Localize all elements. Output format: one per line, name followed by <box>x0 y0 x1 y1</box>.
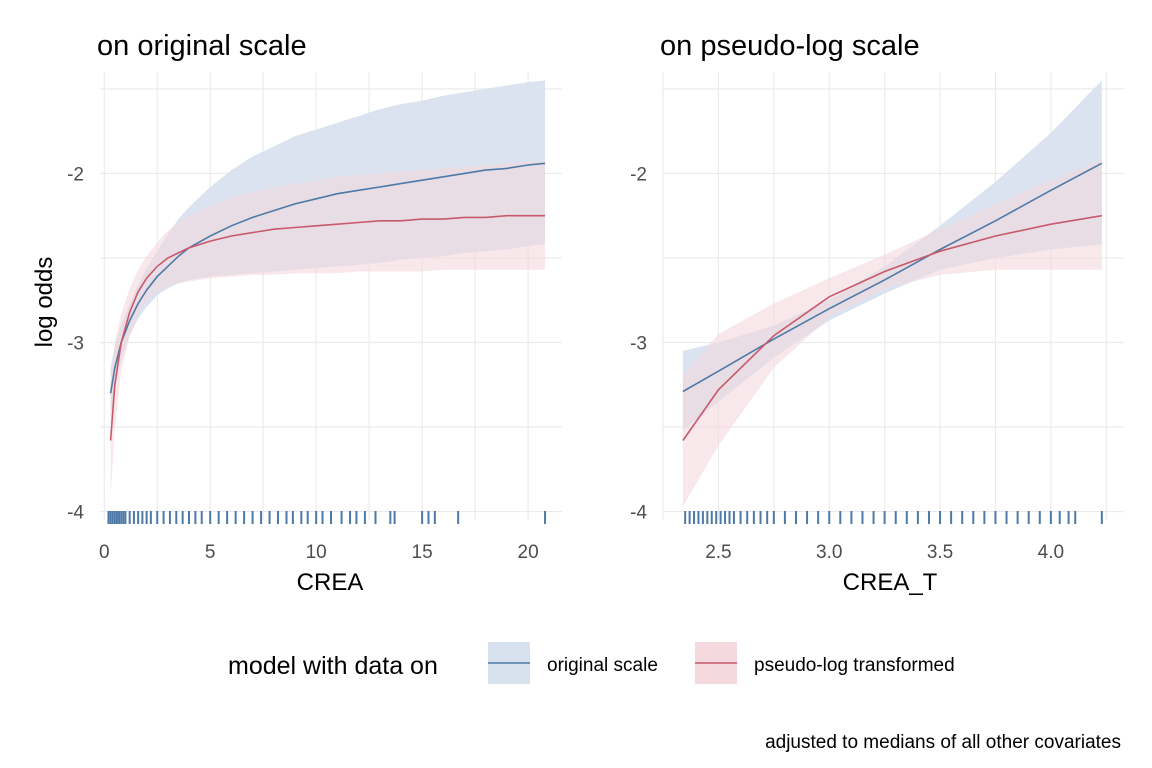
gridlines <box>662 72 1124 520</box>
y-tick-label: -3 <box>630 333 647 354</box>
confidence-band-pseudo-log-transformed <box>682 159 1102 507</box>
y-axis-label: log odds <box>31 257 58 348</box>
y-tick-label: -2 <box>67 164 84 185</box>
legend-entry-original-scale: original scale <box>488 642 658 684</box>
x-tick-label: 0 <box>99 542 110 563</box>
panel-original-scale: on original scale -4 -3 -2 0 5 10 15 20 CREA l… <box>31 30 562 596</box>
legend-label-original-scale: original scale <box>547 655 658 676</box>
series-line-pseudo-log-transformed <box>682 214 1102 441</box>
legend-label-pseudo-log-transformed: pseudo-log transformed <box>754 655 955 676</box>
confidence-bands <box>110 80 545 500</box>
x-tick-labels: 2.5 3.0 3.5 4.0 <box>705 542 1064 563</box>
y-tick-labels: -4 -3 -2 <box>67 164 84 523</box>
confidence-band-pseudo-log-transformed <box>110 161 545 500</box>
x-tick-label: 3.0 <box>816 542 842 563</box>
confidence-bands <box>682 80 1102 507</box>
series-line-original-scale <box>682 162 1103 393</box>
x-tick-label: 5 <box>205 542 216 563</box>
x-tick-label: 2.5 <box>705 542 731 563</box>
rug-marks <box>684 511 1103 524</box>
series-lines <box>682 162 1103 441</box>
x-axis-label: CREA_T <box>843 569 938 596</box>
x-tick-label: 10 <box>306 542 327 563</box>
y-tick-label: -4 <box>67 503 84 524</box>
series-line-pseudo-log-transformed <box>109 214 545 441</box>
series-line-original-scale <box>109 162 546 394</box>
legend: model with data on original scale pseudo… <box>228 642 955 684</box>
legend-entry-pseudo-log-transformed: pseudo-log transformed <box>695 642 955 684</box>
x-tick-label: 4.0 <box>1038 542 1064 563</box>
series-lines <box>109 162 546 441</box>
y-tick-label: -4 <box>630 503 647 524</box>
panel-title: on pseudo-log scale <box>660 30 920 62</box>
y-tick-label: -2 <box>630 164 647 185</box>
x-tick-labels: 0 5 10 15 20 <box>99 542 539 563</box>
y-tick-labels: -4 -3 -2 <box>630 164 647 523</box>
panel-title: on original scale <box>97 30 307 62</box>
x-axis-label: CREA <box>297 569 364 596</box>
x-tick-label: 3.5 <box>927 542 953 563</box>
x-tick-label: 20 <box>518 542 539 563</box>
panel-pseudo-log-scale: on pseudo-log scale -4-3-2 2.5 3.0 3.5 4.0 … <box>630 30 1124 596</box>
caption: adjusted to medians of all other covaria… <box>765 732 1121 753</box>
legend-title: model with data on <box>228 652 438 680</box>
x-tick-label: 15 <box>412 542 433 563</box>
rug-marks <box>107 511 547 524</box>
y-tick-label: -3 <box>67 333 84 354</box>
